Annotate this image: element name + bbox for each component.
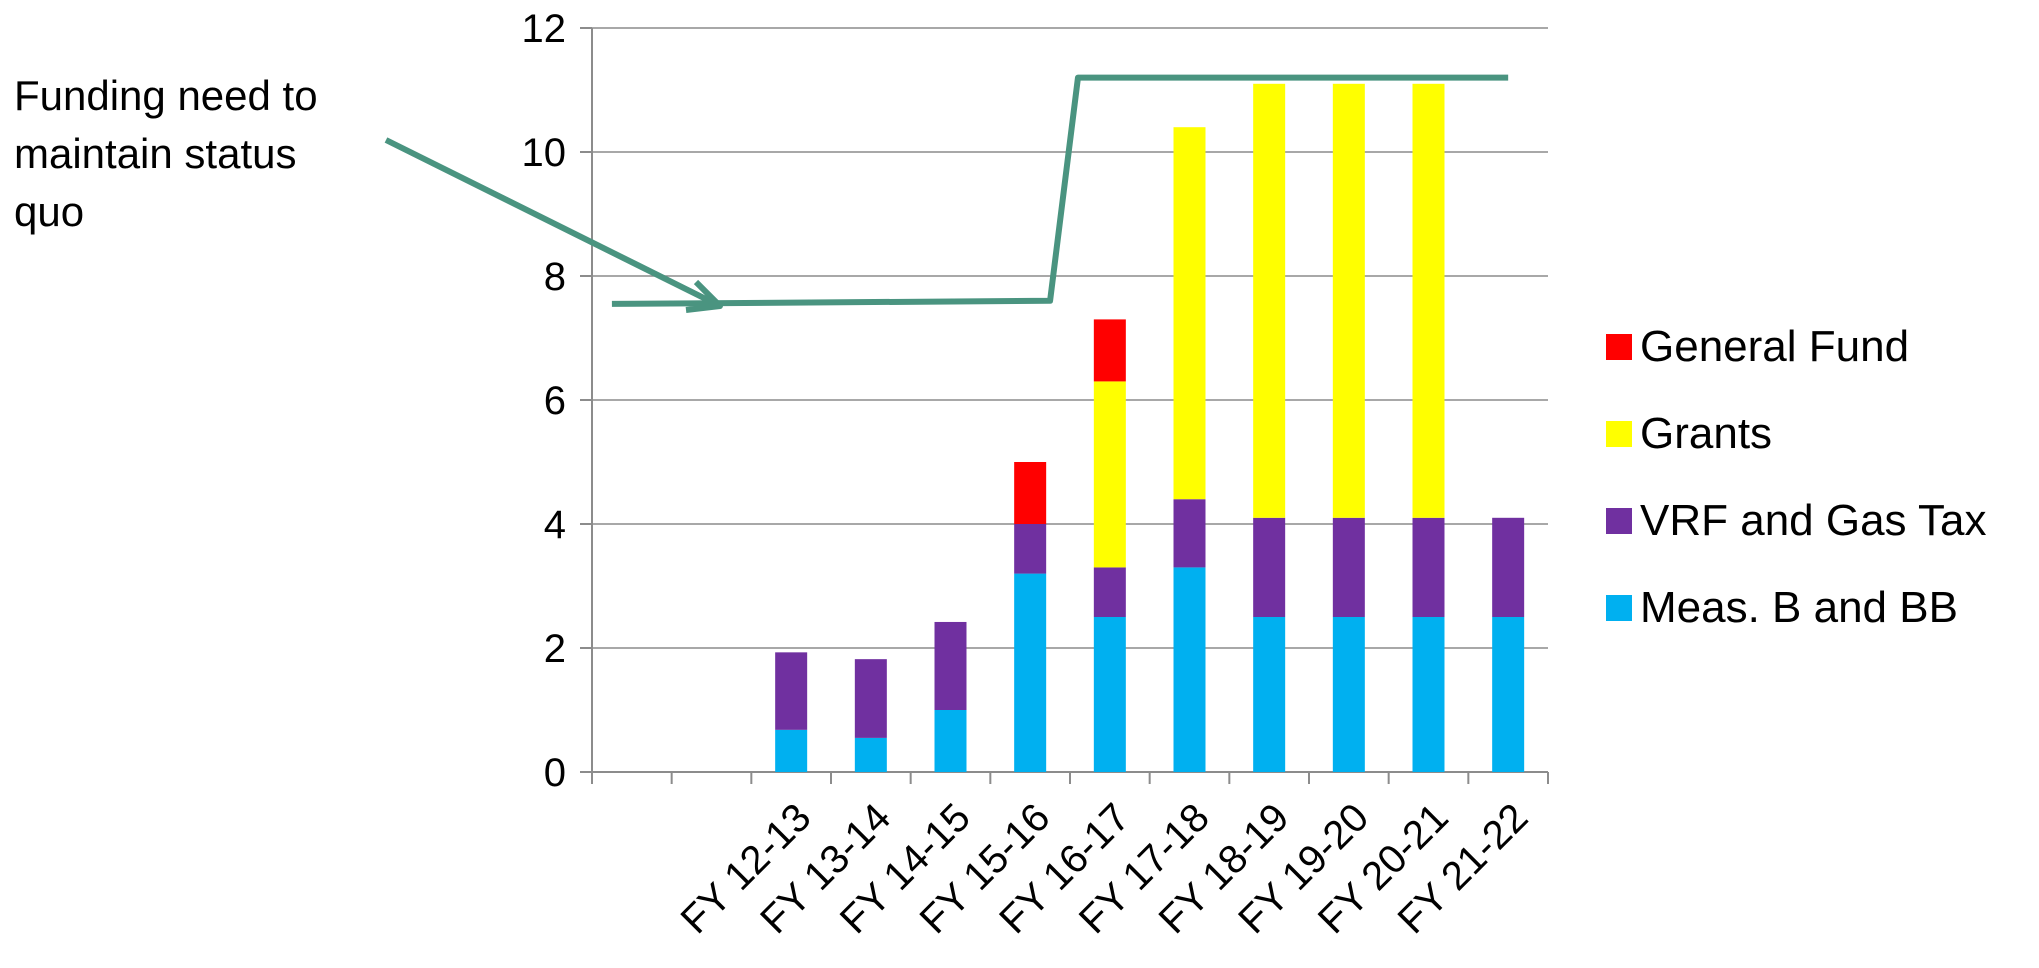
bar-FY 16-17-General Fund xyxy=(1093,319,1126,382)
legend-swatch-Grants xyxy=(1606,421,1632,447)
status-quo-funding-line xyxy=(611,74,1509,307)
y-tick-label-6: 6 xyxy=(544,379,566,423)
annotation-arrow-shaft xyxy=(384,137,722,309)
y-tick-label-2: 2 xyxy=(544,627,566,671)
legend-label-Grants: Grants xyxy=(1640,409,1772,458)
y-tick-label-4: 4 xyxy=(544,503,566,547)
axes xyxy=(580,27,1549,784)
bar-FY 20-21-VRF and Gas Tax xyxy=(1412,517,1445,617)
bar-FY 18-19-Meas. B and BB xyxy=(1253,617,1286,772)
bar-FY 16-17-VRF and Gas Tax xyxy=(1093,567,1126,617)
bar-FY 15-16-VRF and Gas Tax xyxy=(1014,524,1047,574)
bar-FY 20-21-Meas. B and BB xyxy=(1412,617,1445,772)
bar-FY 14-15-Meas. B and BB xyxy=(934,710,967,772)
legend-label-VRF and Gas Tax: VRF and Gas Tax xyxy=(1640,496,1986,545)
bar-FY 16-17-Meas. B and BB xyxy=(1093,617,1126,772)
legend: General Fund Grants VRF and Gas Tax Meas. B… xyxy=(1606,322,1986,632)
y-tick-label-12: 12 xyxy=(522,7,567,51)
bar-FY 19-20-VRF and Gas Tax xyxy=(1332,517,1365,617)
legend-swatch-General Fund xyxy=(1606,334,1632,360)
annotation-text-line-1: Funding need to xyxy=(14,72,318,119)
bar-FY 17-18-Grants xyxy=(1173,127,1206,500)
annotation: Funding need to maintain status quo xyxy=(14,72,1509,313)
y-tick-label-10: 10 xyxy=(522,131,567,175)
bar-FY 15-16-Meas. B and BB xyxy=(1014,573,1047,772)
bar-FY 19-20-Grants xyxy=(1332,83,1365,518)
bar-FY 15-16-General Fund xyxy=(1014,462,1047,524)
bar-FY 12-13-Meas. B and BB xyxy=(775,729,808,772)
legend-swatch-VRF and Gas Tax xyxy=(1606,508,1632,534)
bar-FY 18-19-VRF and Gas Tax xyxy=(1253,517,1286,617)
bar-FY 19-20-Meas. B and BB xyxy=(1332,617,1365,772)
annotation-text-line-3: quo xyxy=(14,188,84,235)
legend-label-Meas. B and BB: Meas. B and BB xyxy=(1640,583,1958,632)
bar-FY 20-21-Grants xyxy=(1412,83,1445,518)
bar-FY 14-15-VRF and Gas Tax xyxy=(934,621,967,710)
bar-FY 21-22-Meas. B and BB xyxy=(1492,617,1525,772)
legend-swatch-Meas. B and BB xyxy=(1606,595,1632,621)
y-tick-label-0: 0 xyxy=(544,751,566,795)
y-tick-label-8: 8 xyxy=(544,255,566,299)
bar-FY 18-19-Grants xyxy=(1253,83,1286,518)
bar-FY 13-14-Meas. B and BB xyxy=(854,737,887,772)
bar-FY 17-18-Meas. B and BB xyxy=(1173,567,1206,772)
bar-FY 17-18-VRF and Gas Tax xyxy=(1173,499,1206,568)
bar-FY 13-14-VRF and Gas Tax xyxy=(854,659,887,738)
legend-label-General Fund: General Fund xyxy=(1640,322,1909,371)
bar-FY 12-13-VRF and Gas Tax xyxy=(775,652,808,730)
annotation-arrow-head xyxy=(685,279,723,313)
bars xyxy=(775,83,1525,772)
bar-FY 21-22-VRF and Gas Tax xyxy=(1492,517,1525,617)
bar-FY 16-17-Grants xyxy=(1093,381,1126,568)
annotation-text-line-2: maintain status xyxy=(14,130,296,177)
